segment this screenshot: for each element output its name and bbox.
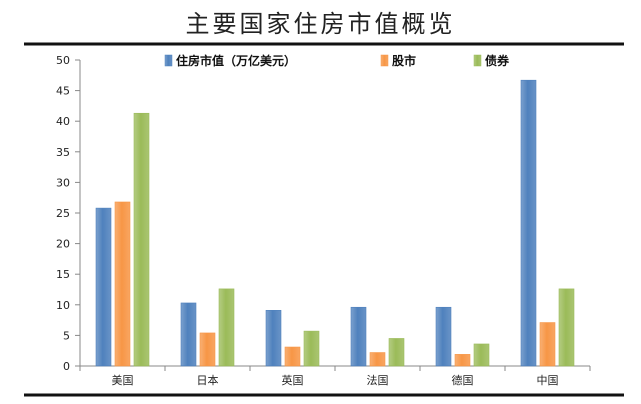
bar-中国-1 [539, 322, 556, 367]
bar-美国-0 [95, 207, 112, 367]
x-tick-label: 法国 [367, 373, 389, 387]
bar-德国-0 [435, 306, 452, 367]
bar-英国-2 [303, 330, 320, 367]
bar-法国-1 [369, 352, 386, 367]
y-tick-label: 15 [56, 268, 70, 281]
chart-title: 主要国家住房市值概览 [185, 10, 456, 38]
bar-美国-2 [133, 112, 150, 367]
legend-swatch [380, 54, 389, 67]
y-tick-label: 10 [56, 299, 70, 312]
y-tick-label: 40 [56, 115, 70, 128]
bar-英国-0 [265, 310, 282, 367]
bar-美国-1 [114, 201, 131, 367]
legend-swatch [164, 54, 173, 67]
y-tick-label: 5 [63, 329, 70, 342]
y-tick-label: 30 [56, 176, 70, 189]
bar-日本-2 [218, 288, 235, 367]
x-tick-label: 德国 [452, 373, 474, 387]
y-tick-label: 45 [56, 85, 70, 98]
y-tick-label: 50 [56, 54, 70, 67]
bar-法国-0 [350, 306, 367, 367]
bar-日本-1 [199, 332, 216, 367]
y-tick-label: 25 [56, 207, 70, 220]
legend-label: 住房市值（万亿美元） [176, 53, 296, 68]
bar-英国-1 [284, 346, 301, 367]
legend-label: 债券 [485, 53, 510, 68]
y-tick-label: 35 [56, 146, 70, 159]
bar-中国-2 [558, 288, 575, 367]
x-tick-label: 日本 [197, 373, 219, 387]
x-tick-label: 英国 [282, 373, 304, 387]
x-tick-label: 中国 [537, 374, 559, 387]
bar-德国-1 [454, 354, 471, 367]
bar-中国-0 [520, 79, 537, 367]
x-tick-label: 美国 [112, 374, 134, 387]
y-tick-label: 20 [56, 238, 70, 251]
bar-德国-2 [473, 343, 490, 367]
bar-日本-0 [180, 302, 197, 367]
legend-label: 股市 [392, 53, 416, 68]
bar-法国-2 [388, 338, 405, 367]
y-tick-label: 0 [63, 360, 70, 373]
legend-swatch [473, 54, 482, 67]
